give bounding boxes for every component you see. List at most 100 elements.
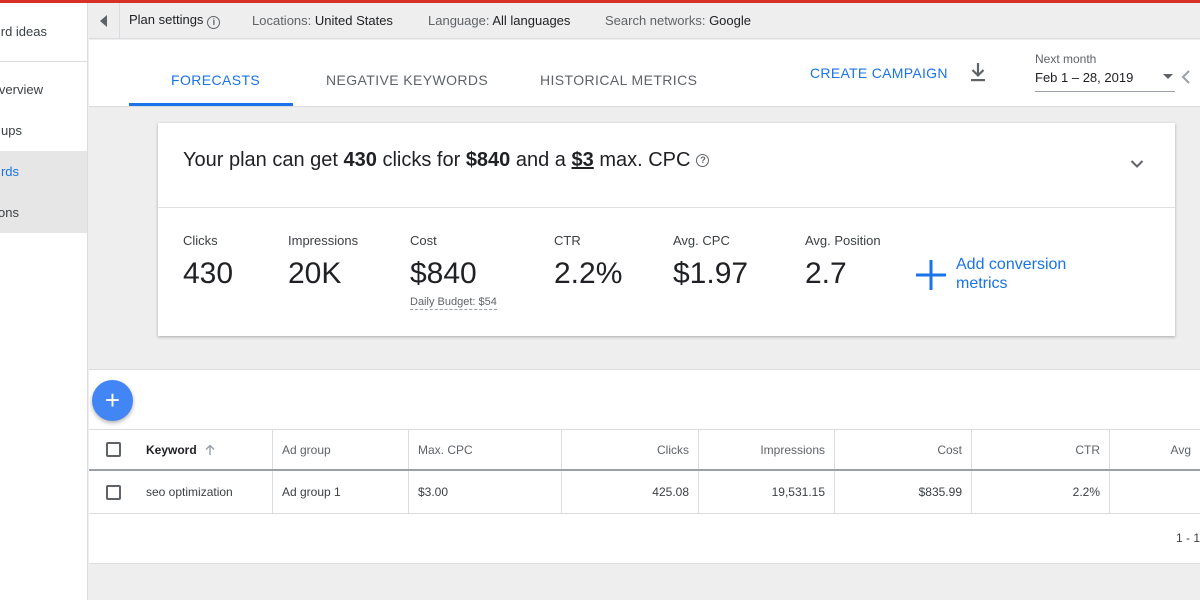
locations-value: United States <box>314 13 393 28</box>
plan-settings-bar: Plan settings i Locations: United States … <box>89 3 1200 39</box>
column-header-avg-cpc[interactable]: Avg <box>1170 442 1191 457</box>
help-icon[interactable]: ? <box>696 154 710 167</box>
info-icon[interactable]: i <box>207 16 221 29</box>
metric-clicks: Clicks 430 <box>183 233 233 291</box>
metric-value: 2.2% <box>554 257 623 290</box>
sidebar-item-label: verview <box>0 82 43 97</box>
sidebar-item-ad-groups[interactable]: ups <box>0 110 87 151</box>
date-range-value: Feb 1 – 28, 2019 <box>1035 70 1134 85</box>
search-networks-value: Google <box>709 13 751 28</box>
metric-avg-cpc: Avg. CPC $1.97 <box>673 233 748 291</box>
column-header-impressions[interactable]: Impressions <box>699 430 835 469</box>
cell-max-cpc[interactable]: $3.00 <box>409 471 562 513</box>
metric-value: $1.97 <box>673 257 749 290</box>
cell-impressions: 19,531.15 <box>699 471 835 513</box>
sidebar-item-label: ups <box>1 123 22 138</box>
headline-prefix: Your plan can get <box>183 149 338 171</box>
tab-negative-keywords[interactable]: NEGATIVE KEYWORDS <box>326 72 489 88</box>
metric-value: 430 <box>183 257 234 290</box>
sidebar-item-label: ons <box>0 205 19 220</box>
sidebar: rd ideas verview ups rds ons <box>0 3 88 600</box>
metric-value: $840 <box>410 257 477 290</box>
metric-cost: Cost $840 <box>410 233 477 291</box>
column-header-ctr[interactable]: CTR <box>972 430 1110 469</box>
download-icon[interactable] <box>969 62 987 84</box>
metric-label: Clicks <box>183 233 218 248</box>
plus-icon: + <box>104 385 121 415</box>
language-setting[interactable]: Language: All languages <box>428 13 570 28</box>
search-networks-setting[interactable]: Search networks: Google <box>605 13 751 28</box>
metric-label: Avg. CPC <box>673 233 730 248</box>
cell-clicks: 425.08 <box>562 471 699 513</box>
headline-clicks: 430 <box>343 149 377 171</box>
column-header-keyword[interactable]: Keyword <box>137 430 273 469</box>
sidebar-item-locations[interactable]: ons <box>0 192 87 233</box>
row-checkbox[interactable] <box>105 484 121 500</box>
forecast-summary-card: Your plan can get 430 clicks for $840 an… <box>158 123 1175 336</box>
top-accent-line <box>0 0 1200 3</box>
sidebar-item-label: rd ideas <box>0 24 47 39</box>
language-label: Language: <box>428 13 490 28</box>
metric-label: CTR <box>554 233 581 248</box>
column-header-label: Keyword <box>146 442 197 457</box>
collapse-sidebar-button[interactable] <box>89 3 119 39</box>
search-networks-label: Search networks: <box>605 13 706 28</box>
metric-label: Avg. Position <box>805 233 881 248</box>
triangle-left-icon <box>100 15 107 27</box>
metric-label: Impressions <box>288 233 359 248</box>
pagination-range: 1 - 1 <box>1176 531 1200 545</box>
caret-down-icon <box>1163 74 1173 79</box>
sidebar-item-label: rds <box>0 164 19 179</box>
tab-historical-metrics[interactable]: HISTORICAL METRICS <box>540 72 698 88</box>
table-row: seo optimization Ad group 1 $3.00 425.08… <box>89 471 1200 514</box>
headline-and-a: and a <box>515 149 566 171</box>
cell-cost: $835.99 <box>835 471 972 513</box>
row-checkbox-cell <box>89 471 134 513</box>
add-conversion-metrics-label: Add conversion metrics <box>956 256 1067 292</box>
language-value: All languages <box>492 13 571 28</box>
cell-ctr: 2.2% <box>972 471 1110 513</box>
max-cpc-link[interactable]: $3 <box>571 149 594 171</box>
locations-label: Locations: <box>252 13 312 28</box>
column-header-cost[interactable]: Cost <box>835 430 972 469</box>
plan-settings-title[interactable]: Plan settings i <box>129 12 221 29</box>
add-conversion-metrics-button[interactable]: Add conversion metrics <box>916 255 1116 295</box>
select-all-checkbox-cell <box>89 430 134 469</box>
cell-ad-group[interactable]: Ad group 1 <box>273 471 409 513</box>
forecast-headline: Your plan can get 430 clicks for $840 an… <box>183 149 710 172</box>
metric-impressions: Impressions 20K <box>288 233 358 291</box>
date-range-label: Next month <box>1035 52 1097 66</box>
metric-value: 2.7 <box>805 257 847 290</box>
chevron-left-icon[interactable] <box>1181 70 1191 84</box>
keywords-table-panel: + Keyword Ad group Max. CPC Clicks Impre… <box>89 369 1200 564</box>
metric-ctr: CTR 2.2% <box>554 233 622 291</box>
column-header-clicks[interactable]: Clicks <box>562 430 699 469</box>
column-header-ad-group[interactable]: Ad group <box>273 430 409 469</box>
date-range-selector[interactable]: Next month Feb 1 – 28, 2019 <box>1035 52 1175 92</box>
column-header-max-cpc[interactable]: Max. CPC <box>409 430 562 469</box>
card-divider <box>158 207 1175 208</box>
sidebar-divider <box>0 61 87 62</box>
headline-max-cpc-suffix: max. CPC <box>599 149 691 171</box>
sidebar-item-keywords[interactable]: rds <box>0 151 87 192</box>
chevron-down-icon[interactable] <box>1130 159 1144 169</box>
metric-label: Cost <box>410 233 437 248</box>
settings-separator <box>119 3 120 39</box>
sidebar-item-plan-overview[interactable]: verview <box>0 69 87 110</box>
create-campaign-button[interactable]: CREATE CAMPAIGN <box>810 65 948 81</box>
sidebar-item-keyword-ideas[interactable]: rd ideas <box>0 11 87 52</box>
plus-icon <box>916 260 946 290</box>
add-keyword-button[interactable]: + <box>92 380 133 421</box>
metric-avg-position: Avg. Position 2.7 <box>805 233 881 291</box>
headline-cost: $840 <box>465 149 511 171</box>
sort-ascending-icon[interactable] <box>205 444 215 456</box>
active-tab-indicator <box>129 103 293 106</box>
tab-forecasts[interactable]: FORECASTS <box>171 72 261 88</box>
daily-budget-link[interactable]: Daily Budget: $54 <box>410 296 497 310</box>
tabs-header: FORECASTS NEGATIVE KEYWORDS HISTORICAL M… <box>89 40 1200 107</box>
headline-clicks-for: clicks for <box>382 149 461 171</box>
cell-keyword[interactable]: seo optimization <box>137 471 273 513</box>
table-header: Keyword Ad group Max. CPC Clicks Impress… <box>89 429 1200 471</box>
locations-setting[interactable]: Locations: United States <box>252 13 393 28</box>
select-all-checkbox[interactable] <box>105 442 121 457</box>
